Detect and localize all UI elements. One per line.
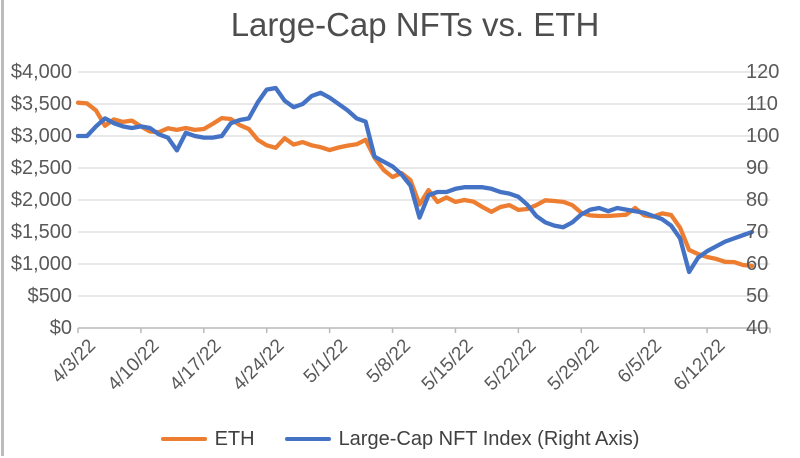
y-axis-label-left: $0 xyxy=(49,317,72,339)
y-axis-label-right: 70 xyxy=(746,221,769,243)
eth-series-line xyxy=(75,100,755,269)
eth-legend-label: ETH xyxy=(214,427,255,450)
y-axis-label-left: $1,500 xyxy=(10,221,72,243)
y-axis-label-right: 120 xyxy=(746,61,780,83)
legend: ETH Large-Cap NFT Index (Right Axis) xyxy=(0,426,800,452)
y-axis-label-right: 80 xyxy=(746,189,769,211)
chart-title: Large-Cap NFTs vs. ETH xyxy=(230,6,600,43)
y-axis-label-right: 90 xyxy=(746,157,769,179)
y-axis-label-left: $3,000 xyxy=(10,125,72,147)
y-axis-label-right: 110 xyxy=(746,93,778,115)
legend-item-nft-index: Large-Cap NFT Index (Right Axis) xyxy=(284,427,640,451)
y-axis-label-left: $500 xyxy=(27,285,73,307)
y-axis-label-left: $1,000 xyxy=(10,253,72,275)
legend-item-eth: ETH xyxy=(160,427,255,451)
y-axis-label-left: $2,500 xyxy=(10,157,72,179)
window-left-border xyxy=(1,0,4,456)
y-axis-label-left: $4,000 xyxy=(10,61,72,83)
nft-index-line-swatch xyxy=(284,436,331,442)
y-axis-label-right: 50 xyxy=(746,285,769,307)
nft-index-series-line xyxy=(75,85,755,275)
y-axis-label-right: 40 xyxy=(746,317,769,339)
y-axis-label-right: 100 xyxy=(746,125,780,147)
nft-index-legend-label: Large-Cap NFT Index (Right Axis) xyxy=(338,427,640,450)
y-axis-label-left: $2,000 xyxy=(10,189,72,211)
y-axis-label-left: $3,500 xyxy=(10,93,72,115)
y-axis-label-right: 60 xyxy=(746,253,769,275)
eth-line-swatch xyxy=(160,436,207,442)
